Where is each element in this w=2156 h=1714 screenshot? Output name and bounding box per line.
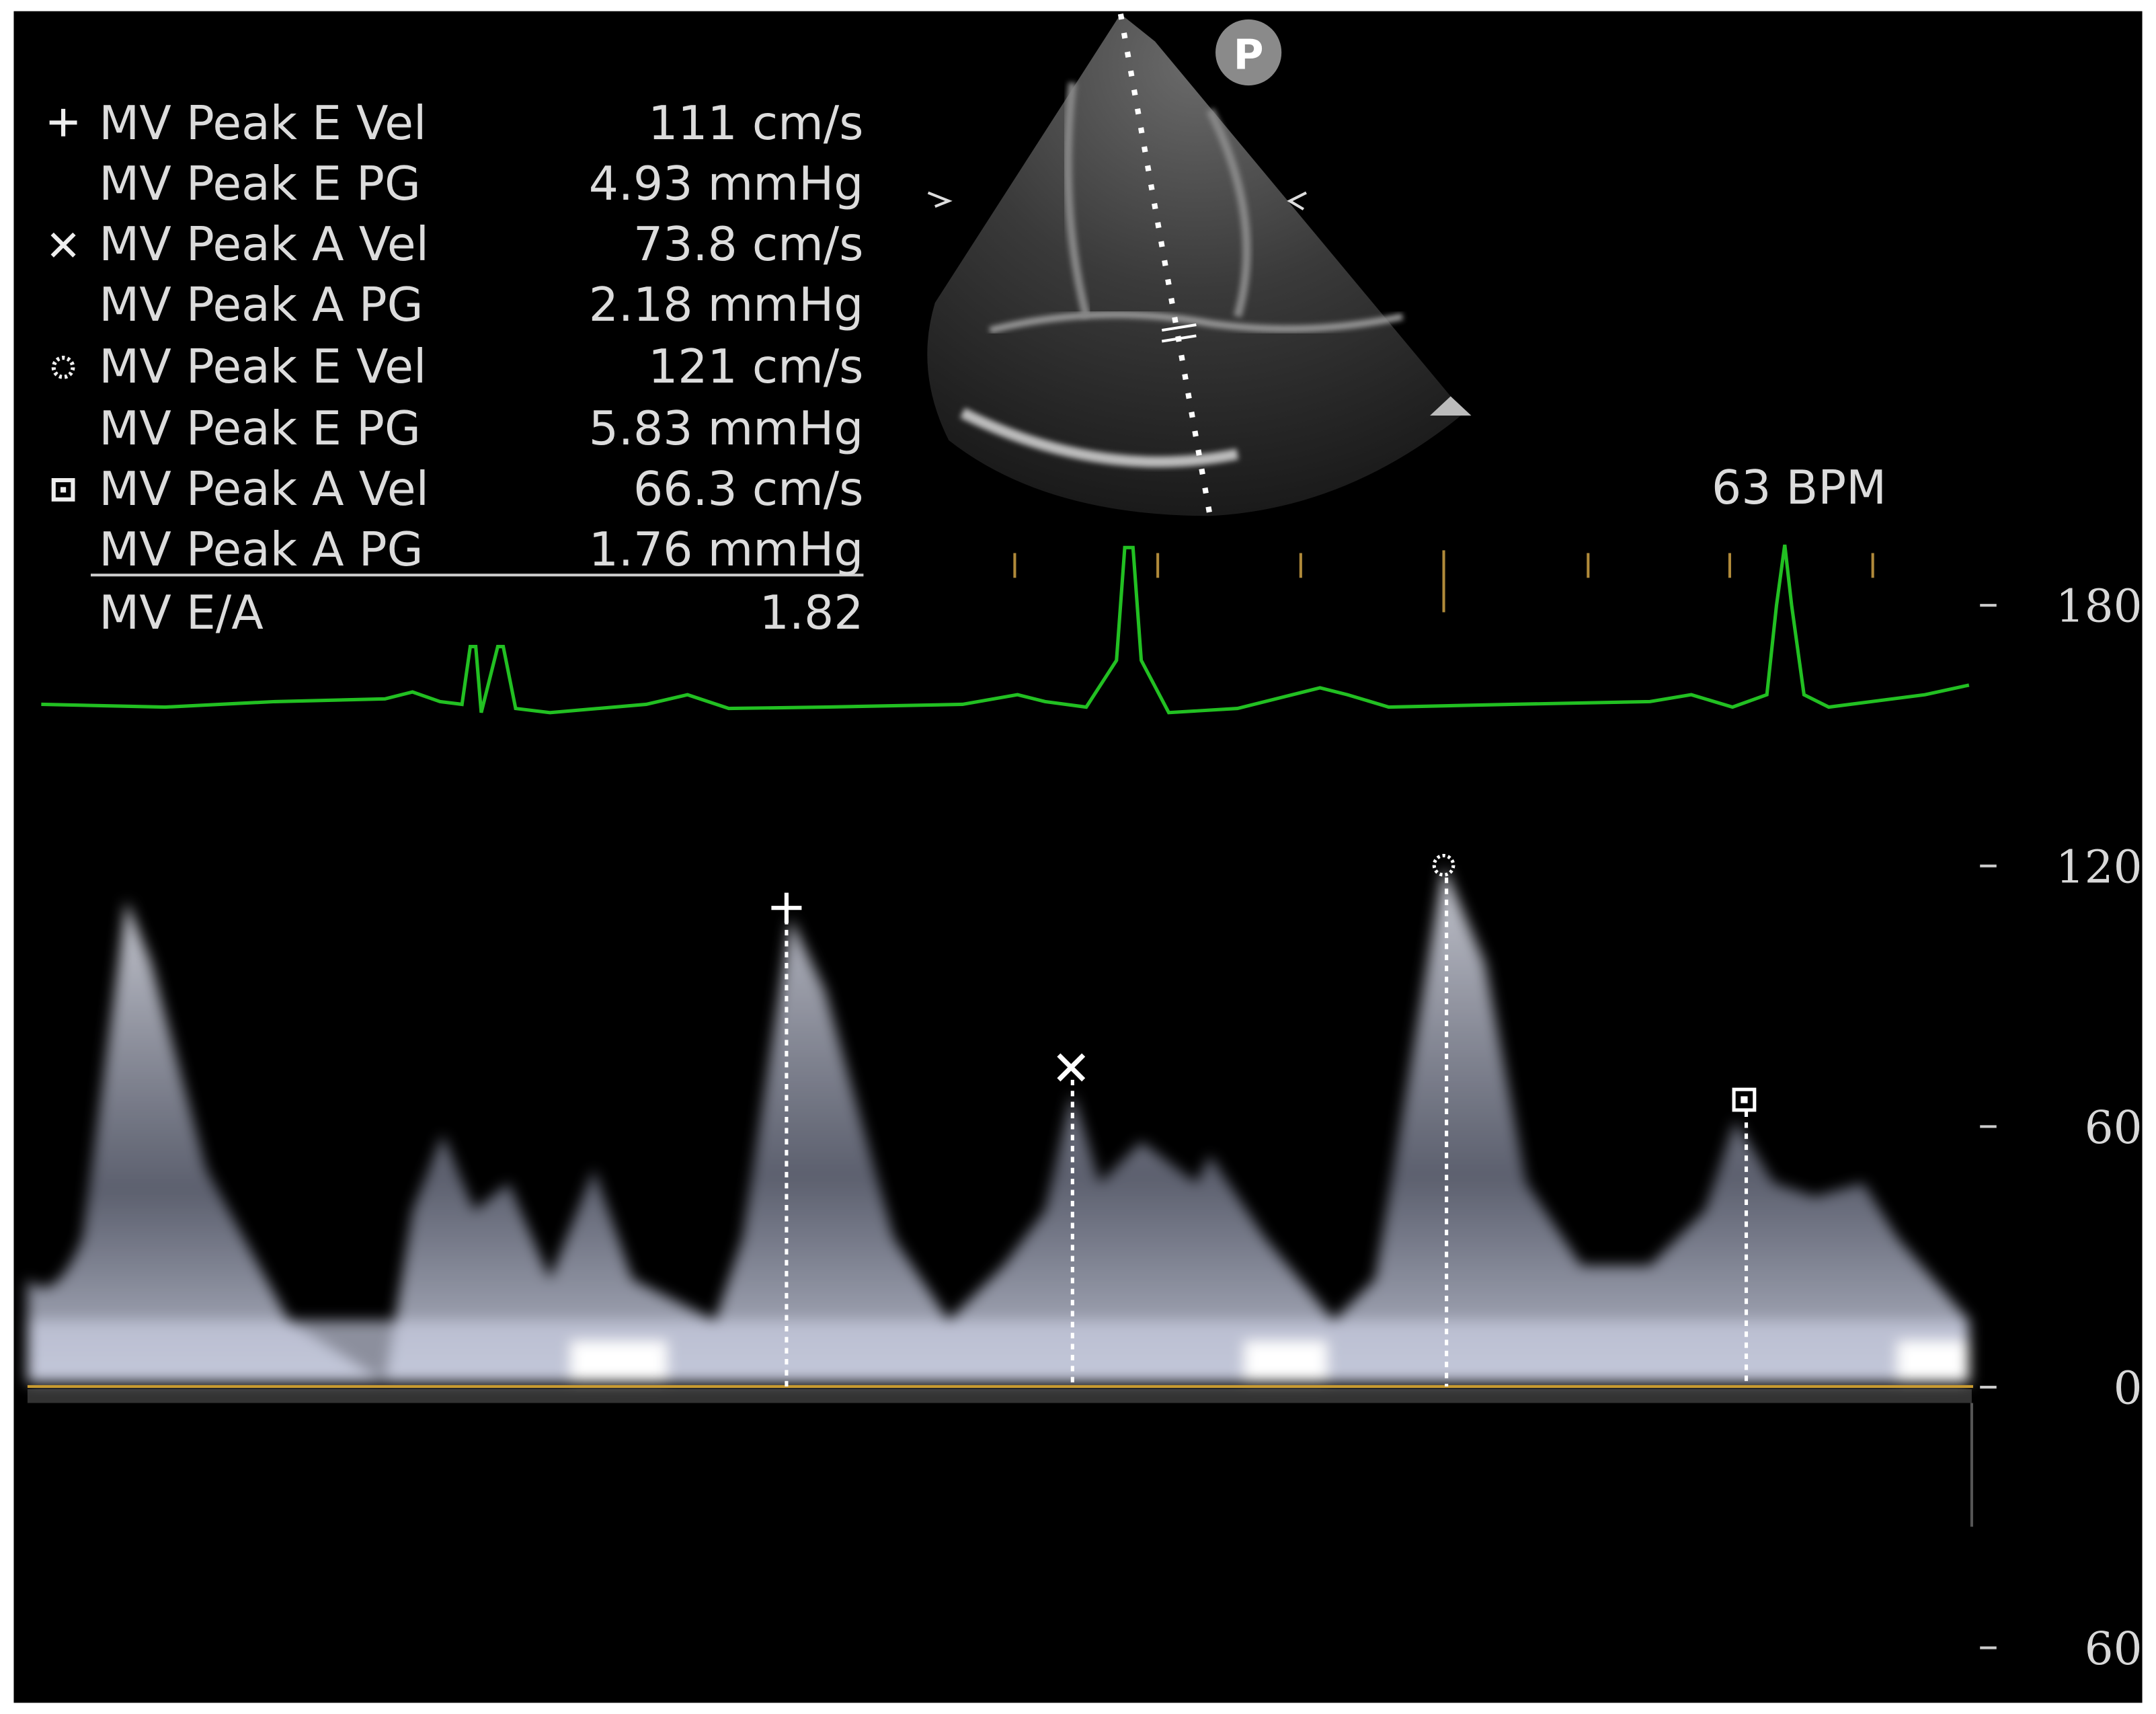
measurement-value: 111 cm/s — [648, 96, 863, 151]
scale-label: 0 — [2114, 1361, 2143, 1414]
doppler-spectrum-part — [1244, 1341, 1327, 1382]
sector-image-part — [927, 13, 1465, 516]
doppler-spectrum-part — [385, 866, 1969, 1382]
scale-label: 120 — [2056, 840, 2143, 893]
sector-image-part — [1430, 396, 1472, 416]
peak-cursors-part — [1432, 853, 1455, 877]
measurement-label: MV Peak A PG — [99, 278, 423, 332]
scale-label: 60 — [2085, 1622, 2143, 1675]
measurement-value: 66.3 cm/s — [633, 462, 863, 516]
measurement-label: MV Peak E PG — [99, 401, 421, 456]
doppler-spectrum-part — [1897, 1341, 1969, 1382]
measurement-value: 73.8 cm/s — [633, 217, 863, 272]
sector-image-part — [989, 311, 1404, 334]
peak-cursors — [771, 853, 1757, 1387]
measurement-value: 4.93 mmHg — [589, 157, 864, 211]
badge-circle — [1215, 19, 1282, 86]
row-markers-part — [51, 478, 75, 502]
ecg-timing-ticks — [1013, 550, 1874, 613]
measurement-label: MV Peak A PG — [99, 522, 423, 577]
measurement-label: MV Peak E PG — [99, 157, 421, 211]
doppler-spectrum-part — [27, 900, 385, 1382]
baseline-noise — [27, 1389, 1972, 1403]
scale-label: 180 — [2056, 580, 2143, 633]
doppler-spectrum — [27, 866, 1969, 1382]
scale-label: 60 — [2085, 1101, 2143, 1154]
row-markers-part — [60, 487, 67, 493]
sector-image-part — [1287, 191, 1307, 210]
doppler-spectrum-part — [27, 1320, 1969, 1382]
sector-image-part — [960, 407, 1239, 468]
row-markers-part — [51, 355, 75, 379]
measurement-table: MV Peak E Vel 111 cm/s MV Peak E PG 4.93 mm… — [99, 96, 863, 640]
row-markers-part — [49, 108, 77, 137]
sector-image-part — [1206, 108, 1251, 318]
summary-label: MV E/A — [99, 586, 264, 640]
row-markers-part — [50, 232, 76, 258]
sector-image-part — [1117, 13, 1213, 516]
measurement-value: 5.83 mmHg — [589, 401, 864, 456]
doppler-spectrum-part — [570, 1341, 667, 1382]
measurement-value: 2.18 mmHg — [589, 278, 864, 332]
sector-image-part — [927, 191, 953, 208]
summary-value: 1.82 — [760, 586, 864, 640]
measurement-label: MV Peak A Vel — [99, 217, 429, 272]
measurement-label: MV Peak E Vel — [99, 340, 426, 394]
sector-image — [927, 13, 1472, 516]
measurement-value: 1.76 mmHg — [589, 522, 864, 577]
badge-label: P — [1234, 32, 1264, 79]
peak-cursors-part — [1057, 1053, 1086, 1082]
peak-cursors-part — [1732, 1087, 1757, 1112]
ecg-trace — [41, 544, 1970, 715]
measurement-value: 121 cm/s — [648, 340, 863, 394]
measurement-label: MV Peak E Vel — [99, 96, 426, 151]
row-markers — [49, 108, 77, 502]
sector-image-part — [1161, 323, 1197, 343]
measurement-label: MV Peak A Vel — [99, 462, 429, 516]
peak-cursors-part — [1741, 1096, 1748, 1103]
peak-cursors-part — [771, 892, 802, 923]
sector-image-part — [1064, 82, 1090, 318]
velocity-scale: 180 120 60 0 60 — [1980, 580, 2143, 1675]
heart-rate: 63 BPM — [1712, 461, 1886, 515]
